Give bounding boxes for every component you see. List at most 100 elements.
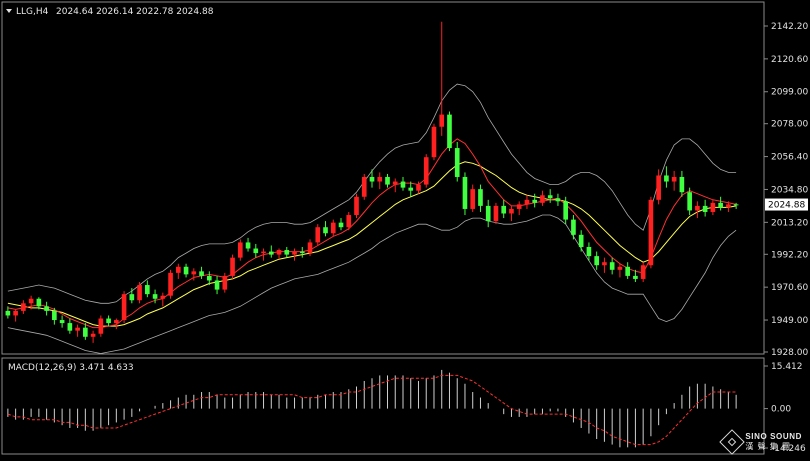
candle-body [268, 251, 274, 255]
candle [222, 272, 228, 293]
candle [571, 215, 576, 240]
candle-body [245, 242, 251, 249]
ohlc-values: 2024.64 2026.14 2022.78 2024.88 [56, 7, 214, 17]
candle [338, 218, 344, 231]
price-tick-label: 2034.80 [771, 185, 808, 195]
candle [478, 184, 483, 212]
candle-body [679, 176, 685, 193]
candle-body [183, 266, 189, 275]
candle [532, 193, 538, 208]
candle [90, 330, 96, 343]
candle-body [261, 251, 266, 254]
candle [160, 292, 166, 307]
candle-body [578, 234, 584, 247]
price-pane-frame [1, 1, 765, 355]
price-tick-label: 2056.40 [771, 153, 808, 163]
candle [145, 280, 150, 298]
candle [385, 173, 390, 188]
candle-body [307, 242, 313, 254]
macd-tick-label: 15.412 [771, 362, 803, 372]
candle-body [470, 189, 476, 209]
candle-body [292, 251, 297, 255]
candle-body [152, 294, 158, 299]
candle-body [44, 306, 49, 311]
candle [83, 323, 88, 340]
candle-body [516, 204, 522, 209]
candle-body [121, 294, 127, 321]
candle [439, 21, 445, 136]
candle [137, 281, 142, 304]
candle [633, 269, 638, 282]
candle-body [501, 205, 507, 214]
candle [183, 263, 189, 278]
candle-body [447, 114, 452, 149]
brand-name: SINO SOUND [745, 432, 802, 441]
candle [28, 295, 34, 310]
candle [253, 243, 259, 258]
candle [648, 196, 654, 269]
candle [408, 181, 414, 197]
candle [230, 254, 235, 279]
candle-body [733, 204, 739, 206]
candle-body [361, 176, 367, 197]
candle-body [602, 262, 607, 266]
candle-body [191, 271, 197, 275]
candle-body [90, 333, 96, 337]
price-tick-label: 1992.20 [771, 250, 808, 260]
candle [361, 173, 367, 200]
candle [625, 262, 630, 279]
current-price-marker: 2024.88 [765, 198, 808, 211]
candle [656, 169, 661, 205]
candle-body [137, 285, 142, 301]
candle [369, 169, 375, 188]
ma-fast-line [7, 138, 737, 329]
candle-body [664, 175, 669, 182]
candle [702, 199, 708, 217]
candle-body [230, 257, 235, 276]
dropdown-triangle-icon[interactable] [6, 9, 12, 13]
svg-text:2024.88: 2024.88 [768, 201, 805, 211]
diamond-logo-icon [719, 429, 746, 455]
moving-averages [7, 138, 737, 329]
candle [67, 318, 73, 334]
candle-body [532, 199, 538, 203]
candle-body [586, 246, 592, 257]
candle-body [493, 205, 499, 222]
candle-body [59, 320, 65, 324]
bb-lower-line [7, 214, 737, 354]
price-tick-label: 1970.60 [771, 283, 808, 293]
candle-body [83, 327, 88, 337]
candle-body [28, 298, 34, 304]
candle [152, 289, 158, 304]
candle-body [145, 285, 150, 295]
price-tick-label: 2099.00 [771, 88, 808, 98]
candle-body [726, 204, 731, 208]
candle-body [609, 262, 615, 270]
candle-body [52, 310, 57, 321]
macd-tick-label: 0.00 [771, 405, 791, 415]
candle-body [710, 202, 716, 212]
candle-body [338, 222, 344, 228]
candle-body [106, 318, 111, 324]
price-tick-label: 1949.00 [771, 316, 808, 326]
candle [540, 190, 545, 206]
candle-body [485, 205, 491, 222]
candle [276, 248, 282, 260]
candle-body [454, 148, 460, 177]
candle [726, 201, 731, 212]
candle-body [175, 266, 181, 273]
candle [129, 288, 135, 304]
candle [52, 307, 57, 325]
candle [416, 181, 421, 194]
candle [687, 187, 692, 216]
candle [563, 196, 569, 225]
candle-body [462, 176, 468, 209]
candle-body [346, 215, 352, 228]
candle-body [439, 114, 445, 127]
candle [121, 291, 127, 324]
candle [245, 237, 251, 252]
candle-body [315, 227, 321, 243]
candle-body [563, 201, 569, 220]
macd-histogram [7, 369, 737, 448]
